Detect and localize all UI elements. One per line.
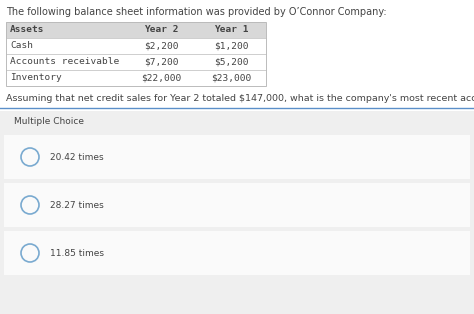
Circle shape — [21, 196, 39, 214]
Text: Assuming that net credit sales for Year 2 totaled $147,000, what is the company': Assuming that net credit sales for Year … — [6, 94, 474, 103]
Text: The following balance sheet information was provided by O’Connor Company:: The following balance sheet information … — [6, 7, 387, 17]
Text: Inventory: Inventory — [10, 73, 62, 83]
Text: $7,200: $7,200 — [144, 57, 178, 67]
FancyBboxPatch shape — [4, 135, 470, 179]
Text: 20.42 times: 20.42 times — [50, 153, 104, 161]
Text: Accounts receivable: Accounts receivable — [10, 57, 119, 67]
FancyBboxPatch shape — [6, 70, 266, 86]
FancyBboxPatch shape — [6, 22, 266, 38]
Text: Multiple Choice: Multiple Choice — [14, 116, 84, 126]
FancyBboxPatch shape — [4, 183, 470, 227]
FancyBboxPatch shape — [6, 54, 266, 70]
Text: $2,200: $2,200 — [144, 41, 178, 51]
Text: 11.85 times: 11.85 times — [50, 248, 104, 257]
Text: $22,000: $22,000 — [141, 73, 181, 83]
Circle shape — [21, 244, 39, 262]
Text: 28.27 times: 28.27 times — [50, 201, 104, 209]
FancyBboxPatch shape — [0, 111, 474, 131]
FancyBboxPatch shape — [6, 38, 266, 54]
FancyBboxPatch shape — [0, 111, 474, 314]
Text: $1,200: $1,200 — [214, 41, 248, 51]
Text: $23,000: $23,000 — [211, 73, 251, 83]
Text: $5,200: $5,200 — [214, 57, 248, 67]
Text: Year 2: Year 2 — [144, 25, 178, 35]
Text: Assets: Assets — [10, 25, 45, 35]
Text: Year 1: Year 1 — [214, 25, 248, 35]
Circle shape — [21, 148, 39, 166]
FancyBboxPatch shape — [4, 231, 470, 275]
Text: Cash: Cash — [10, 41, 33, 51]
